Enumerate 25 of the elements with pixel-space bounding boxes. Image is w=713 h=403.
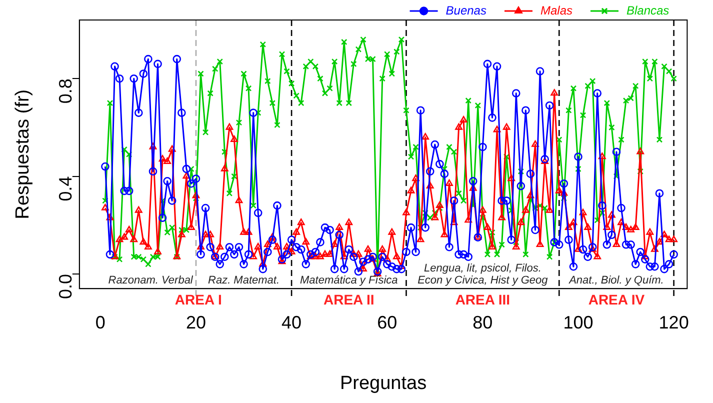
y-tick-label: 0.0 [55,274,76,299]
x-tick-label: 100 [563,312,594,332]
text: AREA III [455,291,510,308]
annotation: Anat., Biol. y Quím. [568,274,664,287]
text: AREA II [323,291,374,308]
legend-label: Buenas [446,3,486,18]
text: AREA IV [588,291,646,308]
y-axis-title: Respuestas (fr) [12,89,34,220]
x-tick-label: 40 [282,312,302,332]
x-axis-title: Preguntas [340,372,427,394]
annotation: Econ y Civica, Hist y Geog [418,274,549,287]
annotation: Lengua, lit, psicol, Filos. [424,262,542,275]
text: AREA I [174,291,222,308]
annotation: Raz. Matemat. [208,274,280,287]
annotation: Razonam. Verbal [108,274,194,287]
x-tick-label: 120 [658,312,689,332]
x-tick-label: 0 [95,312,106,332]
annotation: Matemática y Física [300,274,398,287]
legend-label: Blancas [626,3,670,18]
y-tick-label: 0.8 [55,78,76,104]
legend-label: Malas [540,3,572,18]
x-tick-label: 80 [472,312,493,332]
y-tick-label: 0.4 [55,176,76,202]
x-tick-label: 60 [377,312,398,332]
x-tick-label: 20 [186,312,206,332]
